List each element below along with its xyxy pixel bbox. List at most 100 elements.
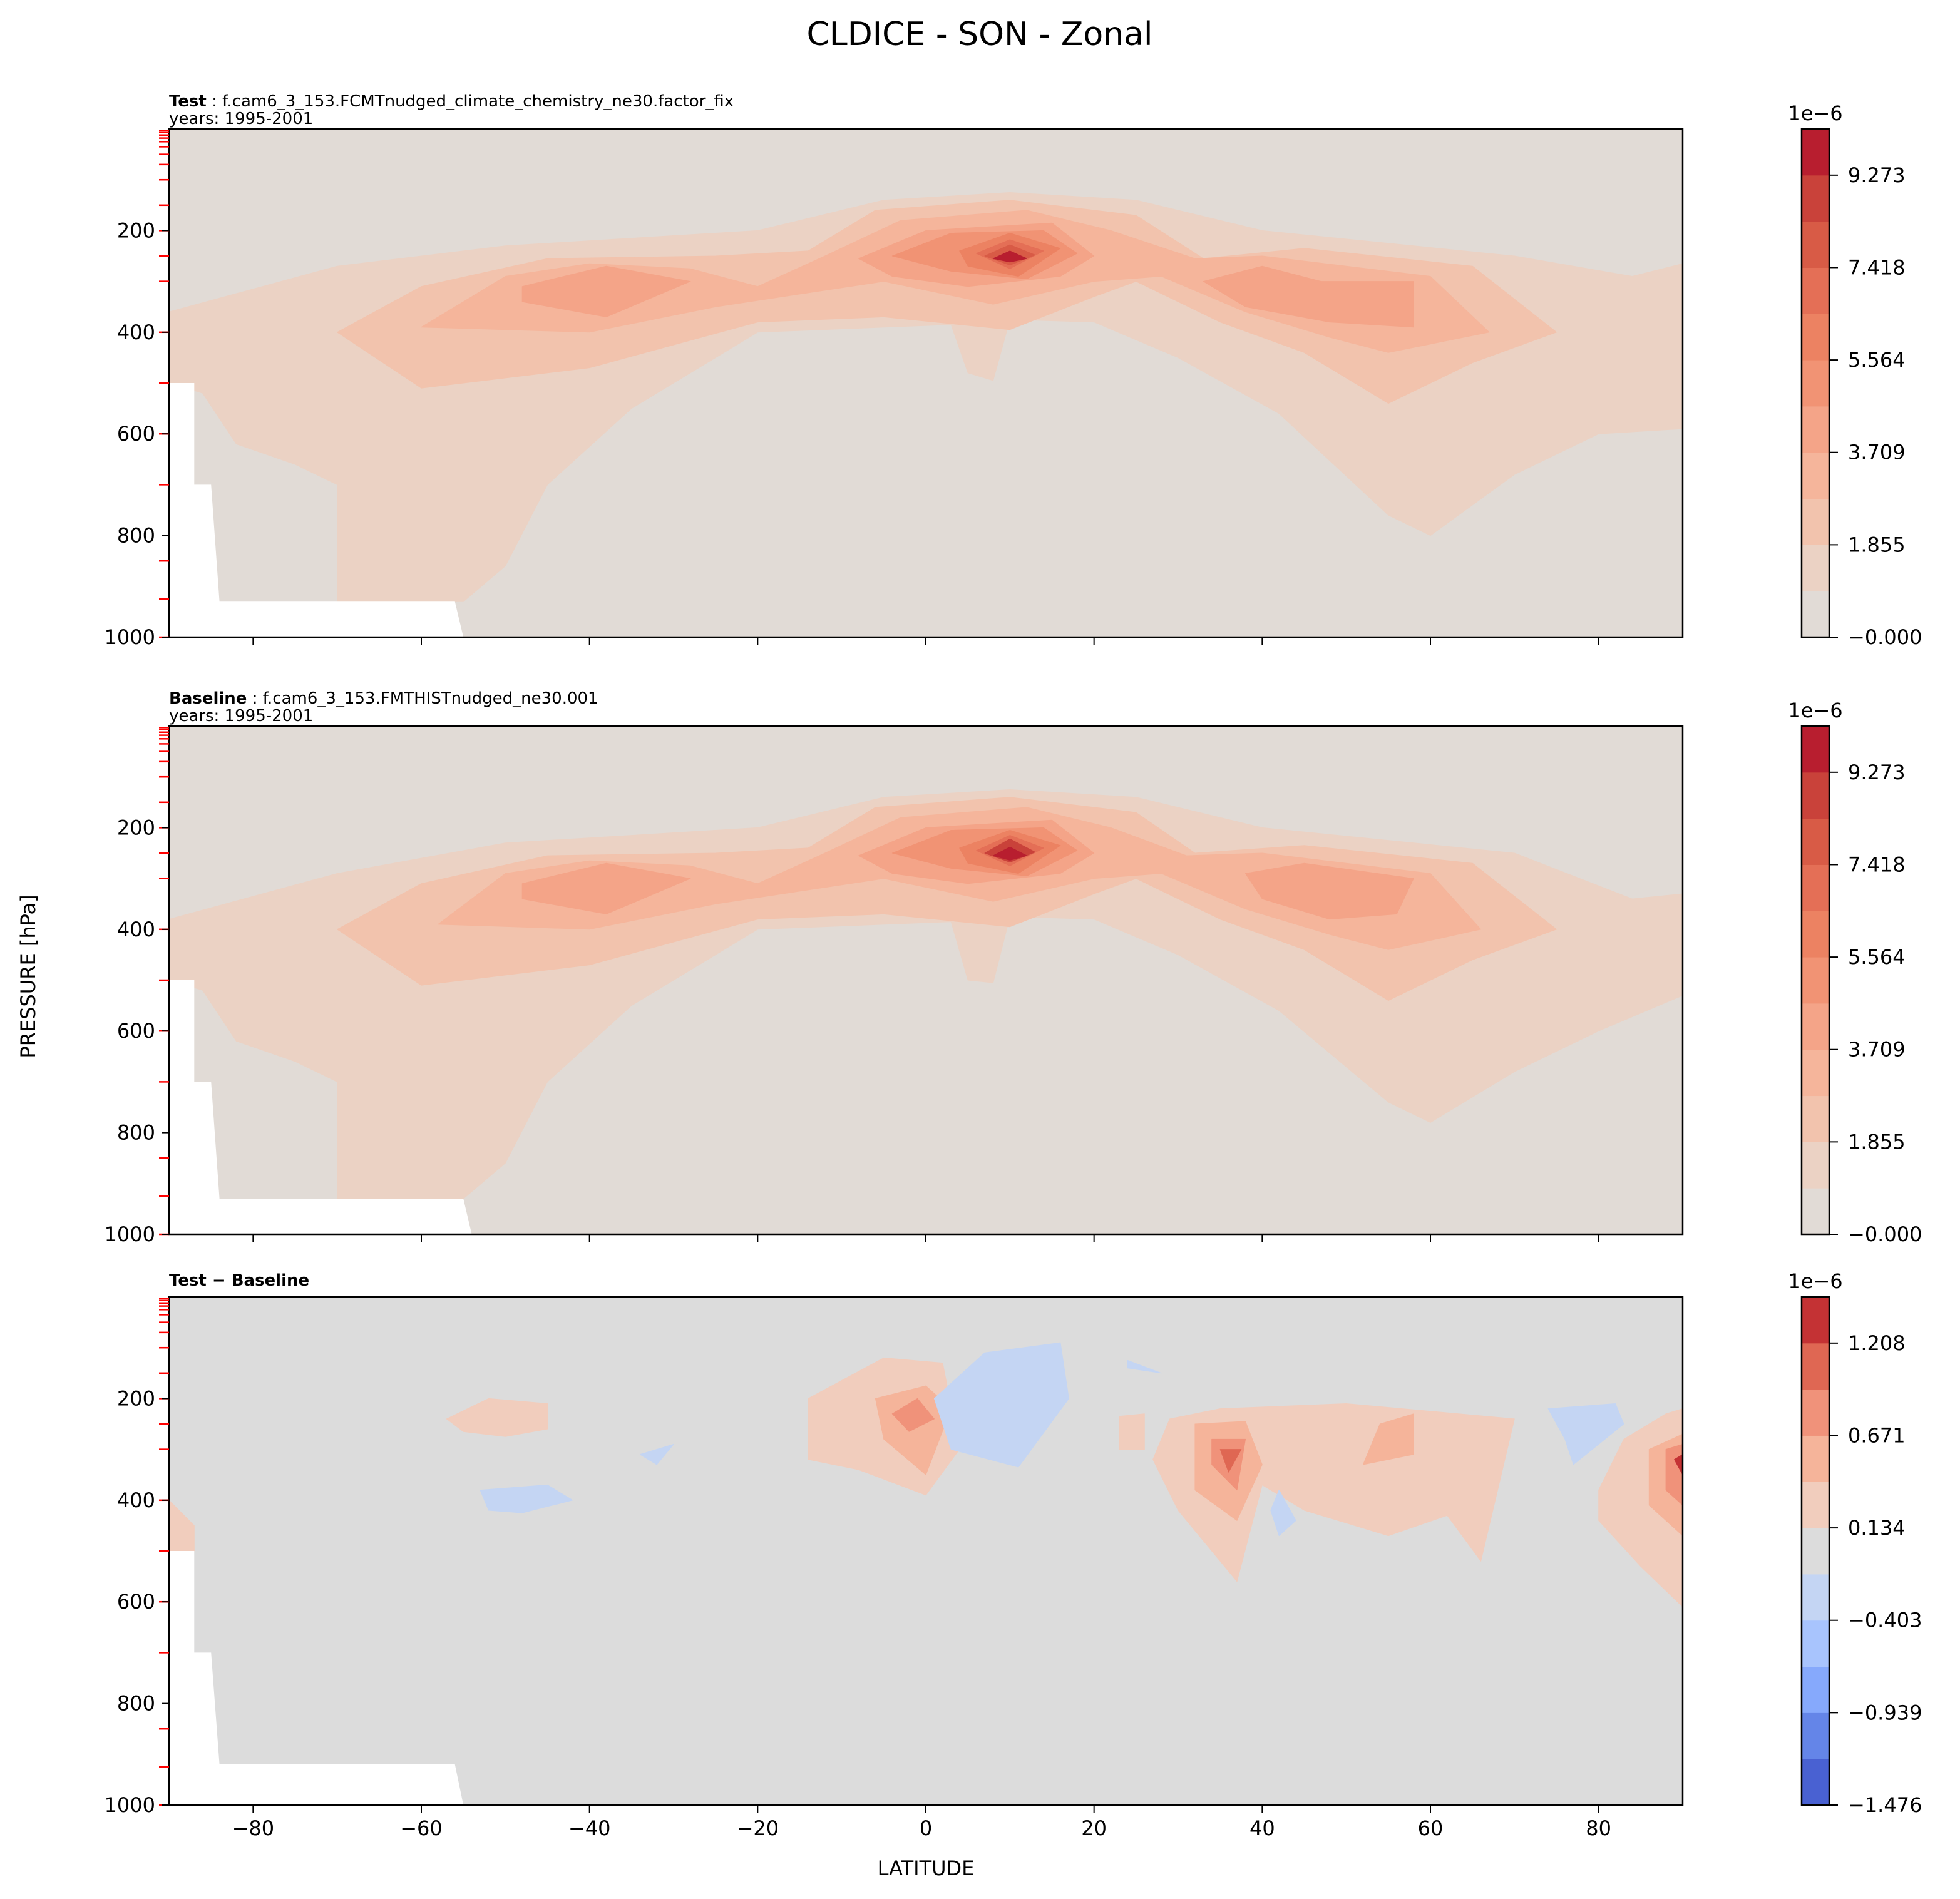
panel-title-bold: Test − Baseline [169, 1271, 309, 1290]
colorbar-band [1802, 1049, 1829, 1097]
colorbar-band [1802, 1142, 1829, 1189]
colorbar-tick-label: −0.403 [1848, 1609, 1922, 1632]
y-tick-label: 1000 [105, 625, 155, 649]
x-tick-label: 60 [1418, 1816, 1444, 1840]
contour-region [1363, 1413, 1414, 1465]
colorbar-band [1802, 406, 1829, 453]
contour-region [521, 862, 691, 914]
missing-data-region [169, 383, 464, 637]
colorbar: −0.000 1.855 3.709 5.564 7.418 9.273 1e−6 [1788, 699, 1922, 1246]
colorbar-band [1802, 1297, 1829, 1344]
panel-title: Baseline : f.cam6_3_153.FMTHISTnudged_ne… [169, 689, 598, 708]
colorbar-band [1802, 1188, 1829, 1235]
colorbar-tick-label: 3.709 [1848, 1038, 1906, 1062]
x-tick-label: −80 [232, 1816, 275, 1840]
contour-region [1219, 1449, 1242, 1473]
colorbar-band [1802, 314, 1829, 361]
x-tick-label: 0 [920, 1816, 932, 1840]
y-tick-label: 800 [117, 1121, 155, 1145]
colorbar-band [1802, 1712, 1829, 1759]
colorbar-tick-label: 1.855 [1848, 1130, 1906, 1154]
colorbar-tick-label: 9.273 [1848, 760, 1906, 784]
panel-title-bold: Baseline [169, 689, 247, 708]
contour-region [993, 250, 1027, 263]
contour-region [993, 846, 1027, 861]
colorbar-tick-label: −0.000 [1848, 625, 1922, 649]
colorbar-band [1802, 1620, 1829, 1667]
missing-data-region [169, 980, 472, 1234]
colorbar-band [1802, 267, 1829, 314]
panel-subtitle: years: 1995-2001 [169, 110, 313, 128]
colorbar-tick-label: 7.418 [1848, 255, 1906, 279]
contour-region [875, 1385, 952, 1475]
x-tick-label: 20 [1081, 1816, 1107, 1840]
colorbar-band [1802, 957, 1829, 1004]
colorbar: −1.476 −0.939 −0.403 0.134 0.671 1.208 1e−6 [1788, 1269, 1922, 1817]
contour-region [1547, 1403, 1624, 1465]
colorbar-tick-label: 0.671 [1848, 1423, 1906, 1447]
colorbar-band [1802, 1759, 1829, 1806]
colorbar-band [1802, 1003, 1829, 1050]
panel-title: Test − Baseline [169, 1271, 309, 1290]
contour-region [337, 797, 1557, 1001]
y-tick-label: 800 [117, 1692, 155, 1716]
x-tick-label: −40 [568, 1816, 611, 1840]
colorbar-tick-label: 9.273 [1848, 163, 1906, 187]
y-tick-label: 800 [117, 524, 155, 548]
contour-region [480, 1484, 573, 1513]
colorbar-band [1802, 360, 1829, 407]
colorbar-exponent: 1e−6 [1788, 1269, 1842, 1293]
y-tick-label: 400 [117, 1488, 155, 1512]
y-tick-label: 1000 [105, 1793, 155, 1817]
colorbar-band [1802, 772, 1829, 819]
panel-title-case: : f.cam6_3_153.FCMTnudged_climate_chemis… [207, 92, 734, 111]
figure-title: CLDICE - SON - Zonal [806, 16, 1152, 53]
contour-region [639, 1444, 674, 1465]
colorbar-exponent: 1e−6 [1788, 101, 1842, 125]
colorbar-tick-label: 1.855 [1848, 533, 1906, 556]
y-tick-label: 200 [117, 816, 155, 839]
colorbar-tick-label: −0.000 [1848, 1222, 1922, 1246]
y-tick-label: 400 [117, 918, 155, 941]
colorbar: −0.000 1.855 3.709 5.564 7.418 9.273 1e−6 [1788, 101, 1922, 649]
colorbar-band [1802, 1095, 1829, 1142]
colorbar-tick-label: 0.134 [1848, 1516, 1906, 1540]
colorbar-tick-label: 5.564 [1848, 348, 1906, 372]
contour-region [1674, 1454, 1683, 1475]
panel-title: Test : f.cam6_3_153.FCMTnudged_climate_c… [169, 92, 734, 111]
contour-region [337, 200, 1557, 404]
colorbar-frame [1800, 1296, 1830, 1806]
contour-region [521, 265, 691, 317]
panel-1: Test : f.cam6_3_153.FCMTnudged_climate_c… [105, 92, 1922, 649]
colorbar-tick-label: −1.476 [1848, 1793, 1922, 1817]
colorbar-band [1802, 452, 1829, 499]
y-tick-label: 600 [117, 1590, 155, 1614]
y-tick-label: 1000 [105, 1222, 155, 1246]
colorbar-frame [1800, 128, 1830, 638]
colorbar-band [1802, 1666, 1829, 1713]
colorbar-band [1802, 818, 1829, 865]
x-axis-label: LATITUDE [878, 1856, 975, 1880]
colorbar-band [1802, 911, 1829, 958]
contour-region [1127, 1360, 1162, 1374]
colorbar-tick-label: 7.418 [1848, 852, 1906, 876]
x-tick-label: −20 [737, 1816, 779, 1840]
panel-subtitle: years: 1995-2001 [169, 707, 313, 725]
colorbar-band [1802, 591, 1829, 638]
contour-plot [169, 726, 1683, 1234]
y-tick-label: 600 [117, 422, 155, 446]
colorbar-band [1802, 221, 1829, 268]
colorbar-tick-label: −0.939 [1848, 1701, 1922, 1724]
colorbar-band [1802, 1389, 1829, 1436]
contour-plot [169, 1297, 1683, 1805]
colorbar-band [1802, 1343, 1829, 1390]
panel-title-case: : f.cam6_3_153.FMTHISTnudged_ne30.001 [247, 689, 598, 708]
colorbar-band [1802, 864, 1829, 911]
contour-plot [169, 129, 1683, 637]
contour-region [1270, 1490, 1296, 1537]
colorbar-band [1802, 545, 1829, 591]
colorbar-band [1802, 1574, 1829, 1621]
contour-region [1119, 1413, 1145, 1450]
